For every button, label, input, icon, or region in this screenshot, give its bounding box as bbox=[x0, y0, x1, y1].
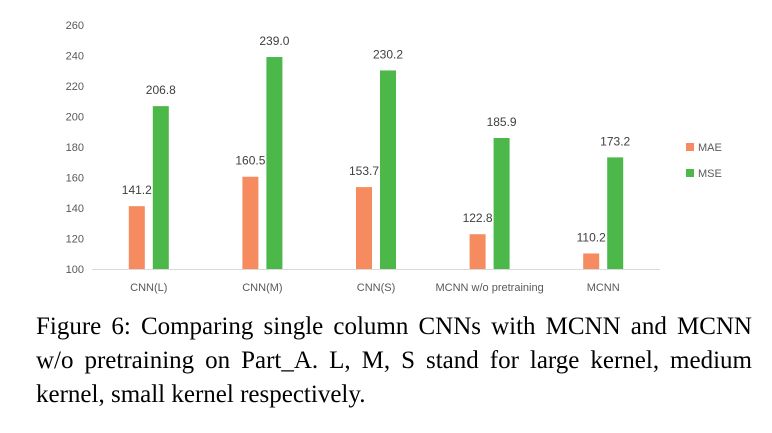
y-tick-label: 120 bbox=[66, 234, 84, 246]
data-labels: 141.2 206.8 160.5 239.0 153.7 230.2 122.8 185.9… bbox=[122, 34, 631, 244]
bar-mae bbox=[356, 187, 372, 269]
legend-swatch-mae bbox=[686, 143, 694, 151]
bar-mae bbox=[583, 253, 600, 269]
x-tick-label: MCNN w/o pretraining bbox=[435, 282, 543, 294]
bar-mae bbox=[242, 176, 259, 269]
x-axis: CNN(L) CNN(M) CNN(S) MCNN w/o pretraining MC… bbox=[130, 282, 620, 294]
data-label-mae: 160.5 bbox=[235, 154, 265, 168]
x-tick-label: CNN(S) bbox=[357, 282, 396, 294]
y-tick-label: 260 bbox=[66, 20, 84, 32]
y-tick-label: 160 bbox=[66, 173, 84, 185]
legend: MAE MSE bbox=[686, 142, 722, 180]
y-tick-label: 140 bbox=[66, 203, 84, 215]
figure-caption: Figure 6: Comparing single column CNNs w… bbox=[36, 313, 752, 408]
bar-chart: 100 120 140 160 180 200 220 240 260 141.2 206.8 16… bbox=[66, 20, 722, 294]
y-tick-label: 220 bbox=[66, 81, 84, 93]
data-label-mae: 153.7 bbox=[349, 164, 379, 178]
bar-mse bbox=[152, 106, 169, 269]
bar-mse bbox=[266, 57, 283, 270]
data-label-mae: 141.2 bbox=[122, 183, 152, 197]
data-label-mae: 110.2 bbox=[577, 230, 606, 244]
y-tick-label: 200 bbox=[66, 112, 84, 124]
bar-mae bbox=[128, 206, 145, 269]
bars bbox=[128, 57, 624, 270]
legend-swatch-mse bbox=[686, 169, 694, 177]
y-tick-label: 100 bbox=[66, 264, 84, 276]
legend-label-mse: MSE bbox=[698, 168, 722, 180]
x-tick-label: CNN(L) bbox=[130, 282, 167, 294]
y-tick-label: 180 bbox=[66, 142, 84, 154]
data-label-mse: 173.2 bbox=[600, 134, 630, 148]
data-label-mae: 122.8 bbox=[463, 211, 493, 225]
data-label-mse: 230.2 bbox=[373, 47, 403, 61]
data-label-mse: 206.8 bbox=[146, 83, 176, 97]
y-axis: 100 120 140 160 180 200 220 240 260 bbox=[66, 20, 84, 276]
legend-label-mae: MAE bbox=[698, 142, 722, 154]
x-tick-label: CNN(M) bbox=[242, 282, 282, 294]
bar-mae bbox=[469, 234, 486, 269]
bar-mse bbox=[607, 157, 624, 269]
data-label-mse: 239.0 bbox=[259, 34, 289, 48]
bar-mse bbox=[380, 70, 396, 269]
bar-mse bbox=[493, 138, 510, 269]
x-tick-label: MCNN bbox=[587, 282, 620, 294]
y-tick-label: 240 bbox=[66, 51, 84, 63]
data-label-mse: 185.9 bbox=[487, 115, 517, 129]
